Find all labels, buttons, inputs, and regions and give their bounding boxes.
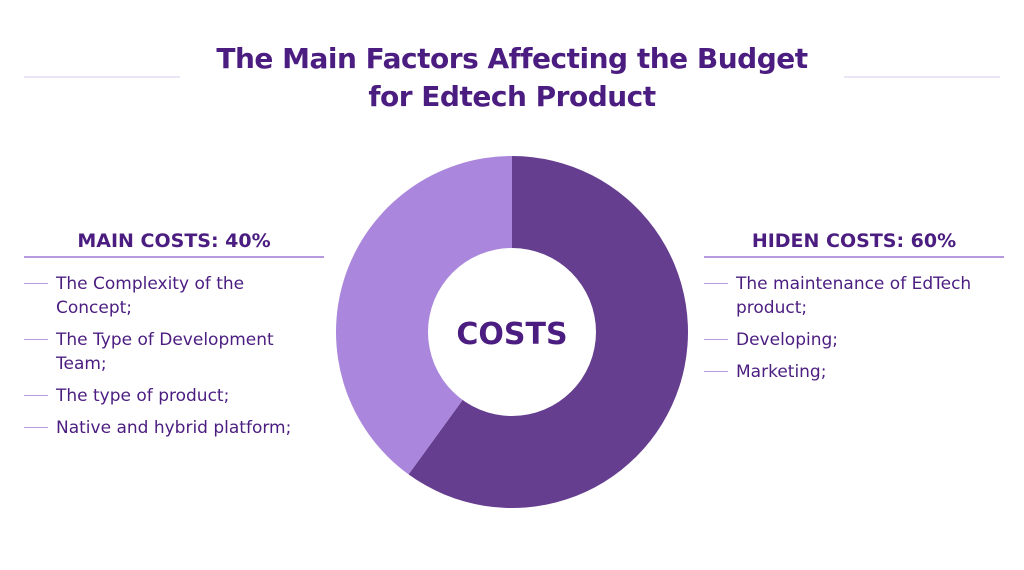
list-item-text: Developing; xyxy=(736,330,838,350)
list-item: The maintenance of EdTech product; xyxy=(704,272,1004,320)
list-item: Native and hybrid platform; xyxy=(24,416,324,440)
dash-icon xyxy=(24,395,48,396)
dash-icon xyxy=(704,371,728,372)
donut-slice-main-costs xyxy=(336,156,512,475)
dash-icon xyxy=(24,427,48,428)
list-item: Developing; xyxy=(704,328,1004,352)
donut-center-label: COSTS xyxy=(456,317,567,352)
costs-donut-chart: COSTS xyxy=(336,156,688,508)
hidden-costs-heading: HIDEN COSTS: 60% xyxy=(704,228,1004,258)
dash-icon xyxy=(704,283,728,284)
list-item: Marketing; xyxy=(704,360,1004,384)
hidden-costs-list: The maintenance of EdTech product; Devel… xyxy=(704,272,1004,384)
title-line-2: for Edtech Product xyxy=(368,80,656,113)
dash-icon xyxy=(24,283,48,284)
main-costs-list: The Complexity of the Concept; The Type … xyxy=(24,272,324,440)
main-costs-panel: MAIN COSTS: 40% The Complexity of the Co… xyxy=(24,228,324,448)
list-item: The type of product; xyxy=(24,384,324,408)
page-title: The Main Factors Affecting the Budget fo… xyxy=(200,40,824,116)
list-item-text: The Type of Development Team; xyxy=(56,330,274,374)
list-item-text: The Complexity of the Concept; xyxy=(56,274,245,318)
dash-icon xyxy=(24,339,48,340)
list-item-text: The maintenance of EdTech product; xyxy=(736,274,972,318)
donut-hole xyxy=(428,248,596,416)
main-costs-heading: MAIN COSTS: 40% xyxy=(24,228,324,258)
list-item: The Complexity of the Concept; xyxy=(24,272,324,320)
list-item-text: Native and hybrid platform; xyxy=(56,418,292,438)
list-item: The Type of Development Team; xyxy=(24,328,324,376)
dash-icon xyxy=(704,339,728,340)
hidden-costs-panel: HIDEN COSTS: 60% The maintenance of EdTe… xyxy=(704,228,1004,392)
decorative-divider-right xyxy=(844,76,1000,78)
list-item-text: The type of product; xyxy=(56,386,230,406)
decorative-divider-left xyxy=(24,76,180,78)
list-item-text: Marketing; xyxy=(736,362,827,382)
title-line-1: The Main Factors Affecting the Budget xyxy=(216,42,808,75)
